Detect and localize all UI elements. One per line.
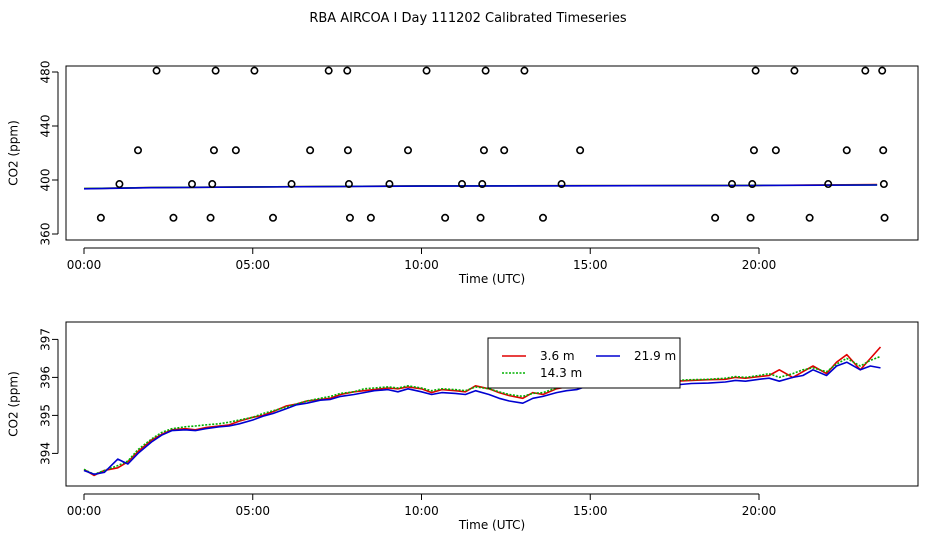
scatter-point <box>96 213 105 222</box>
scatter-point <box>115 180 124 189</box>
scatter-point <box>824 180 833 189</box>
x-tick-label: 00:00 <box>67 258 102 272</box>
scatter-point <box>345 213 354 222</box>
scatter-point <box>500 146 509 155</box>
scatter-point <box>343 66 352 75</box>
series-line-2 <box>83 361 881 476</box>
scatter-point <box>861 66 870 75</box>
scatter-point <box>403 146 412 155</box>
x-tick-label: 20:00 <box>742 258 777 272</box>
y-tick-label: 480 <box>39 61 53 84</box>
y-axis-label: CO2 (ppm) <box>7 371 21 437</box>
scatter-point <box>152 66 161 75</box>
scatter-point <box>557 180 566 189</box>
legend-label: 14.3 m <box>540 366 582 380</box>
scatter-point <box>208 180 217 189</box>
scatter-point <box>268 213 277 222</box>
legend-label: 3.6 m <box>540 349 575 363</box>
x-tick-label: 00:00 <box>67 504 102 518</box>
scatter-point <box>422 66 431 75</box>
scatter-point <box>211 66 220 75</box>
scatter-point <box>476 213 485 222</box>
scatter-point <box>748 180 757 189</box>
plot-frame <box>65 65 919 241</box>
legend-label: 21.9 m <box>634 349 676 363</box>
scatter-point <box>206 213 215 222</box>
plot-frame <box>65 321 919 487</box>
scatter-point <box>134 146 143 155</box>
scatter-point <box>343 146 352 155</box>
y-tick-label: 440 <box>39 115 53 138</box>
scatter-point <box>478 180 487 189</box>
legend-box <box>487 337 681 389</box>
y-axis-label: CO2 (ppm) <box>7 120 21 186</box>
scatter-point <box>287 180 296 189</box>
x-tick-label: 10:00 <box>404 258 439 272</box>
scatter-point <box>209 146 218 155</box>
scatter-point <box>231 146 240 155</box>
y-tick-label: 360 <box>39 223 53 246</box>
scatter-point <box>751 66 760 75</box>
scatter-point <box>250 66 259 75</box>
chart-title: RBA AIRCOA I Day 111202 Calibrated Times… <box>309 11 627 26</box>
x-axis-label: Time (UTC) <box>458 272 525 286</box>
scatter-point <box>771 146 780 155</box>
scatter-point <box>188 180 197 189</box>
scatter-point <box>169 213 178 222</box>
x-tick-label: 10:00 <box>404 504 439 518</box>
y-tick-label: 400 <box>39 169 53 192</box>
x-tick-label: 15:00 <box>573 504 608 518</box>
x-tick-label: 20:00 <box>742 504 777 518</box>
scatter-point <box>880 213 889 222</box>
scatter-point <box>842 146 851 155</box>
scatter-point <box>749 146 758 155</box>
scatter-point <box>576 146 585 155</box>
scatter-point <box>385 180 394 189</box>
scatter-point <box>879 180 888 189</box>
scatter-point <box>727 180 736 189</box>
x-axis-label: Time (UTC) <box>458 518 525 532</box>
y-tick-label: 394 <box>39 442 53 465</box>
scatter-point <box>878 66 887 75</box>
series-line-1 <box>83 355 881 476</box>
x-tick-label: 05:00 <box>235 504 270 518</box>
scatter-point <box>324 66 333 75</box>
series-line-2 <box>83 184 878 190</box>
scatter-point <box>520 66 529 75</box>
scatter-point <box>790 66 799 75</box>
x-tick-label: 15:00 <box>573 258 608 272</box>
scatter-point <box>805 213 814 222</box>
series-line-0 <box>83 346 882 477</box>
scatter-point <box>711 213 720 222</box>
scatter-point <box>457 180 466 189</box>
scatter-point <box>344 180 353 189</box>
scatter-point <box>479 146 488 155</box>
scatter-point <box>481 66 490 75</box>
y-tick-label: 395 <box>39 404 53 427</box>
scatter-point <box>879 146 888 155</box>
scatter-point <box>538 213 547 222</box>
scatter-point <box>306 146 315 155</box>
scatter-point <box>441 213 450 222</box>
scatter-point <box>746 213 755 222</box>
y-tick-label: 396 <box>39 366 53 389</box>
x-tick-label: 05:00 <box>235 258 270 272</box>
scatter-point <box>366 213 375 222</box>
y-tick-label: 397 <box>39 328 53 351</box>
